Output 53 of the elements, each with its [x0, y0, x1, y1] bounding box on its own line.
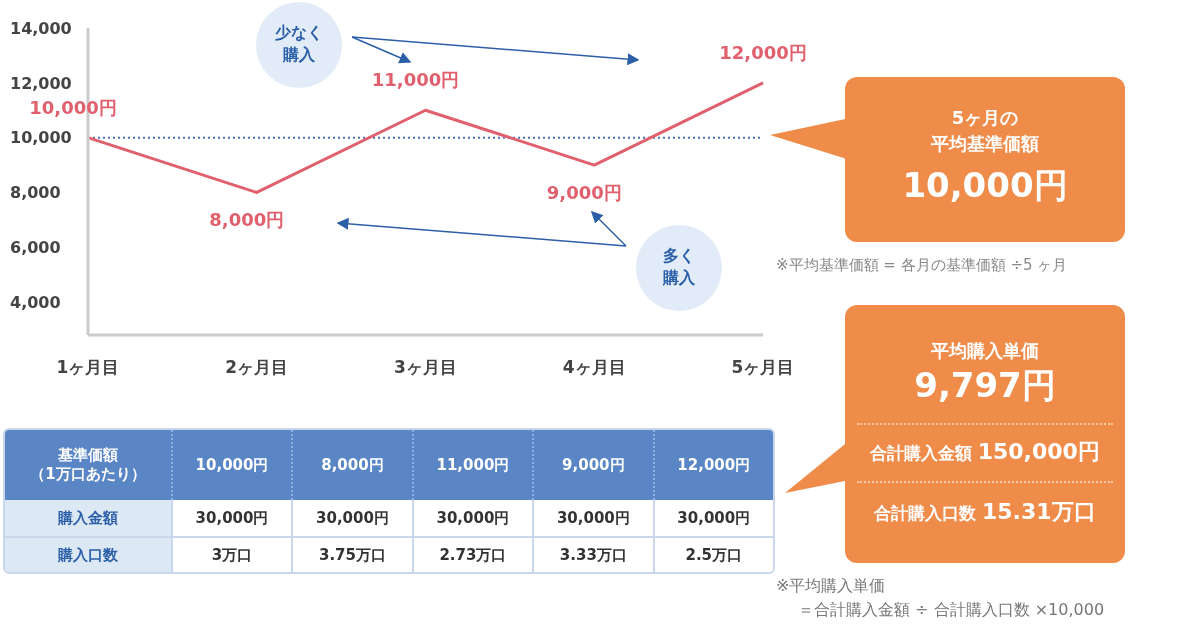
y-tick-label: 10,000: [10, 128, 72, 148]
text: 150,000円: [977, 439, 1100, 464]
circle-bubble: 多く 購入: [636, 225, 722, 311]
text: 3.75万口: [291, 538, 412, 572]
text: ＝合計購入金額 ÷ 合計購入口数 ×10,000: [797, 600, 1105, 619]
text: 30,000円: [170, 500, 292, 536]
x-tick-label: 4ヶ月目: [562, 357, 626, 378]
data-label: 11,000円: [371, 69, 460, 91]
text: 基準価額: [57, 446, 118, 464]
y-tick-label: 12,000: [10, 73, 72, 93]
text: 購入金額: [5, 500, 171, 536]
text: 2.73万口: [411, 538, 533, 572]
text: 30,000円: [532, 500, 653, 536]
x-tick-label: 3ヶ月目: [394, 357, 457, 378]
text: 購入口数: [5, 538, 171, 572]
data-label: 8,000円: [209, 209, 285, 231]
text: 15.31万口: [981, 499, 1096, 524]
y-tick-label: 4,000: [10, 292, 61, 312]
annotation: 少なく: [275, 23, 323, 42]
x-tick-label: 5ヶ月目: [731, 357, 795, 378]
x-tick-label: 1ヶ月目: [56, 357, 120, 378]
text: ※平均購入単価: [776, 576, 886, 595]
text: 9,000円: [562, 455, 625, 474]
text: （1万口あたり）: [30, 465, 146, 483]
text: ※平均基準価額 = 各月の基準価額 ÷5 ヶ月: [776, 256, 1068, 275]
y-tick-label: 14,000: [10, 18, 72, 38]
text: 11,000円: [436, 455, 510, 474]
annotation: 購入: [662, 268, 696, 287]
x-tick-label: 2ヶ月目: [225, 357, 289, 378]
data-label: 12,000円: [719, 41, 807, 63]
text: 8,000円: [321, 455, 384, 474]
circle-bubble: 少なく 購入: [256, 2, 342, 88]
text: 5ヶ月の: [951, 107, 1019, 128]
text: 12,000円: [677, 455, 751, 474]
text: 10,000円: [195, 455, 269, 474]
text: 30,000円: [291, 500, 412, 536]
data-label: 10,000円: [29, 96, 117, 118]
text: 3.33万口: [532, 538, 653, 572]
text: 平均購入単価: [930, 339, 1040, 363]
annotation: 購入: [282, 45, 316, 64]
text: 3万口: [170, 538, 292, 572]
text: 10,000円: [901, 164, 1069, 207]
y-tick-label: 8,000: [10, 183, 61, 203]
text: 合計購入口数: [874, 503, 977, 523]
text: 9,797円: [913, 364, 1057, 407]
text: 30,000円: [411, 500, 533, 536]
text: 2.5万口: [652, 538, 773, 572]
y-tick-label: 6,000: [10, 237, 61, 257]
text: 平均基準価額: [931, 133, 1039, 154]
data-label: 9,000円: [546, 182, 622, 204]
text: 30,000円: [652, 500, 773, 536]
annotation: 多く: [663, 246, 695, 265]
text: 合計購入金額: [870, 443, 973, 463]
